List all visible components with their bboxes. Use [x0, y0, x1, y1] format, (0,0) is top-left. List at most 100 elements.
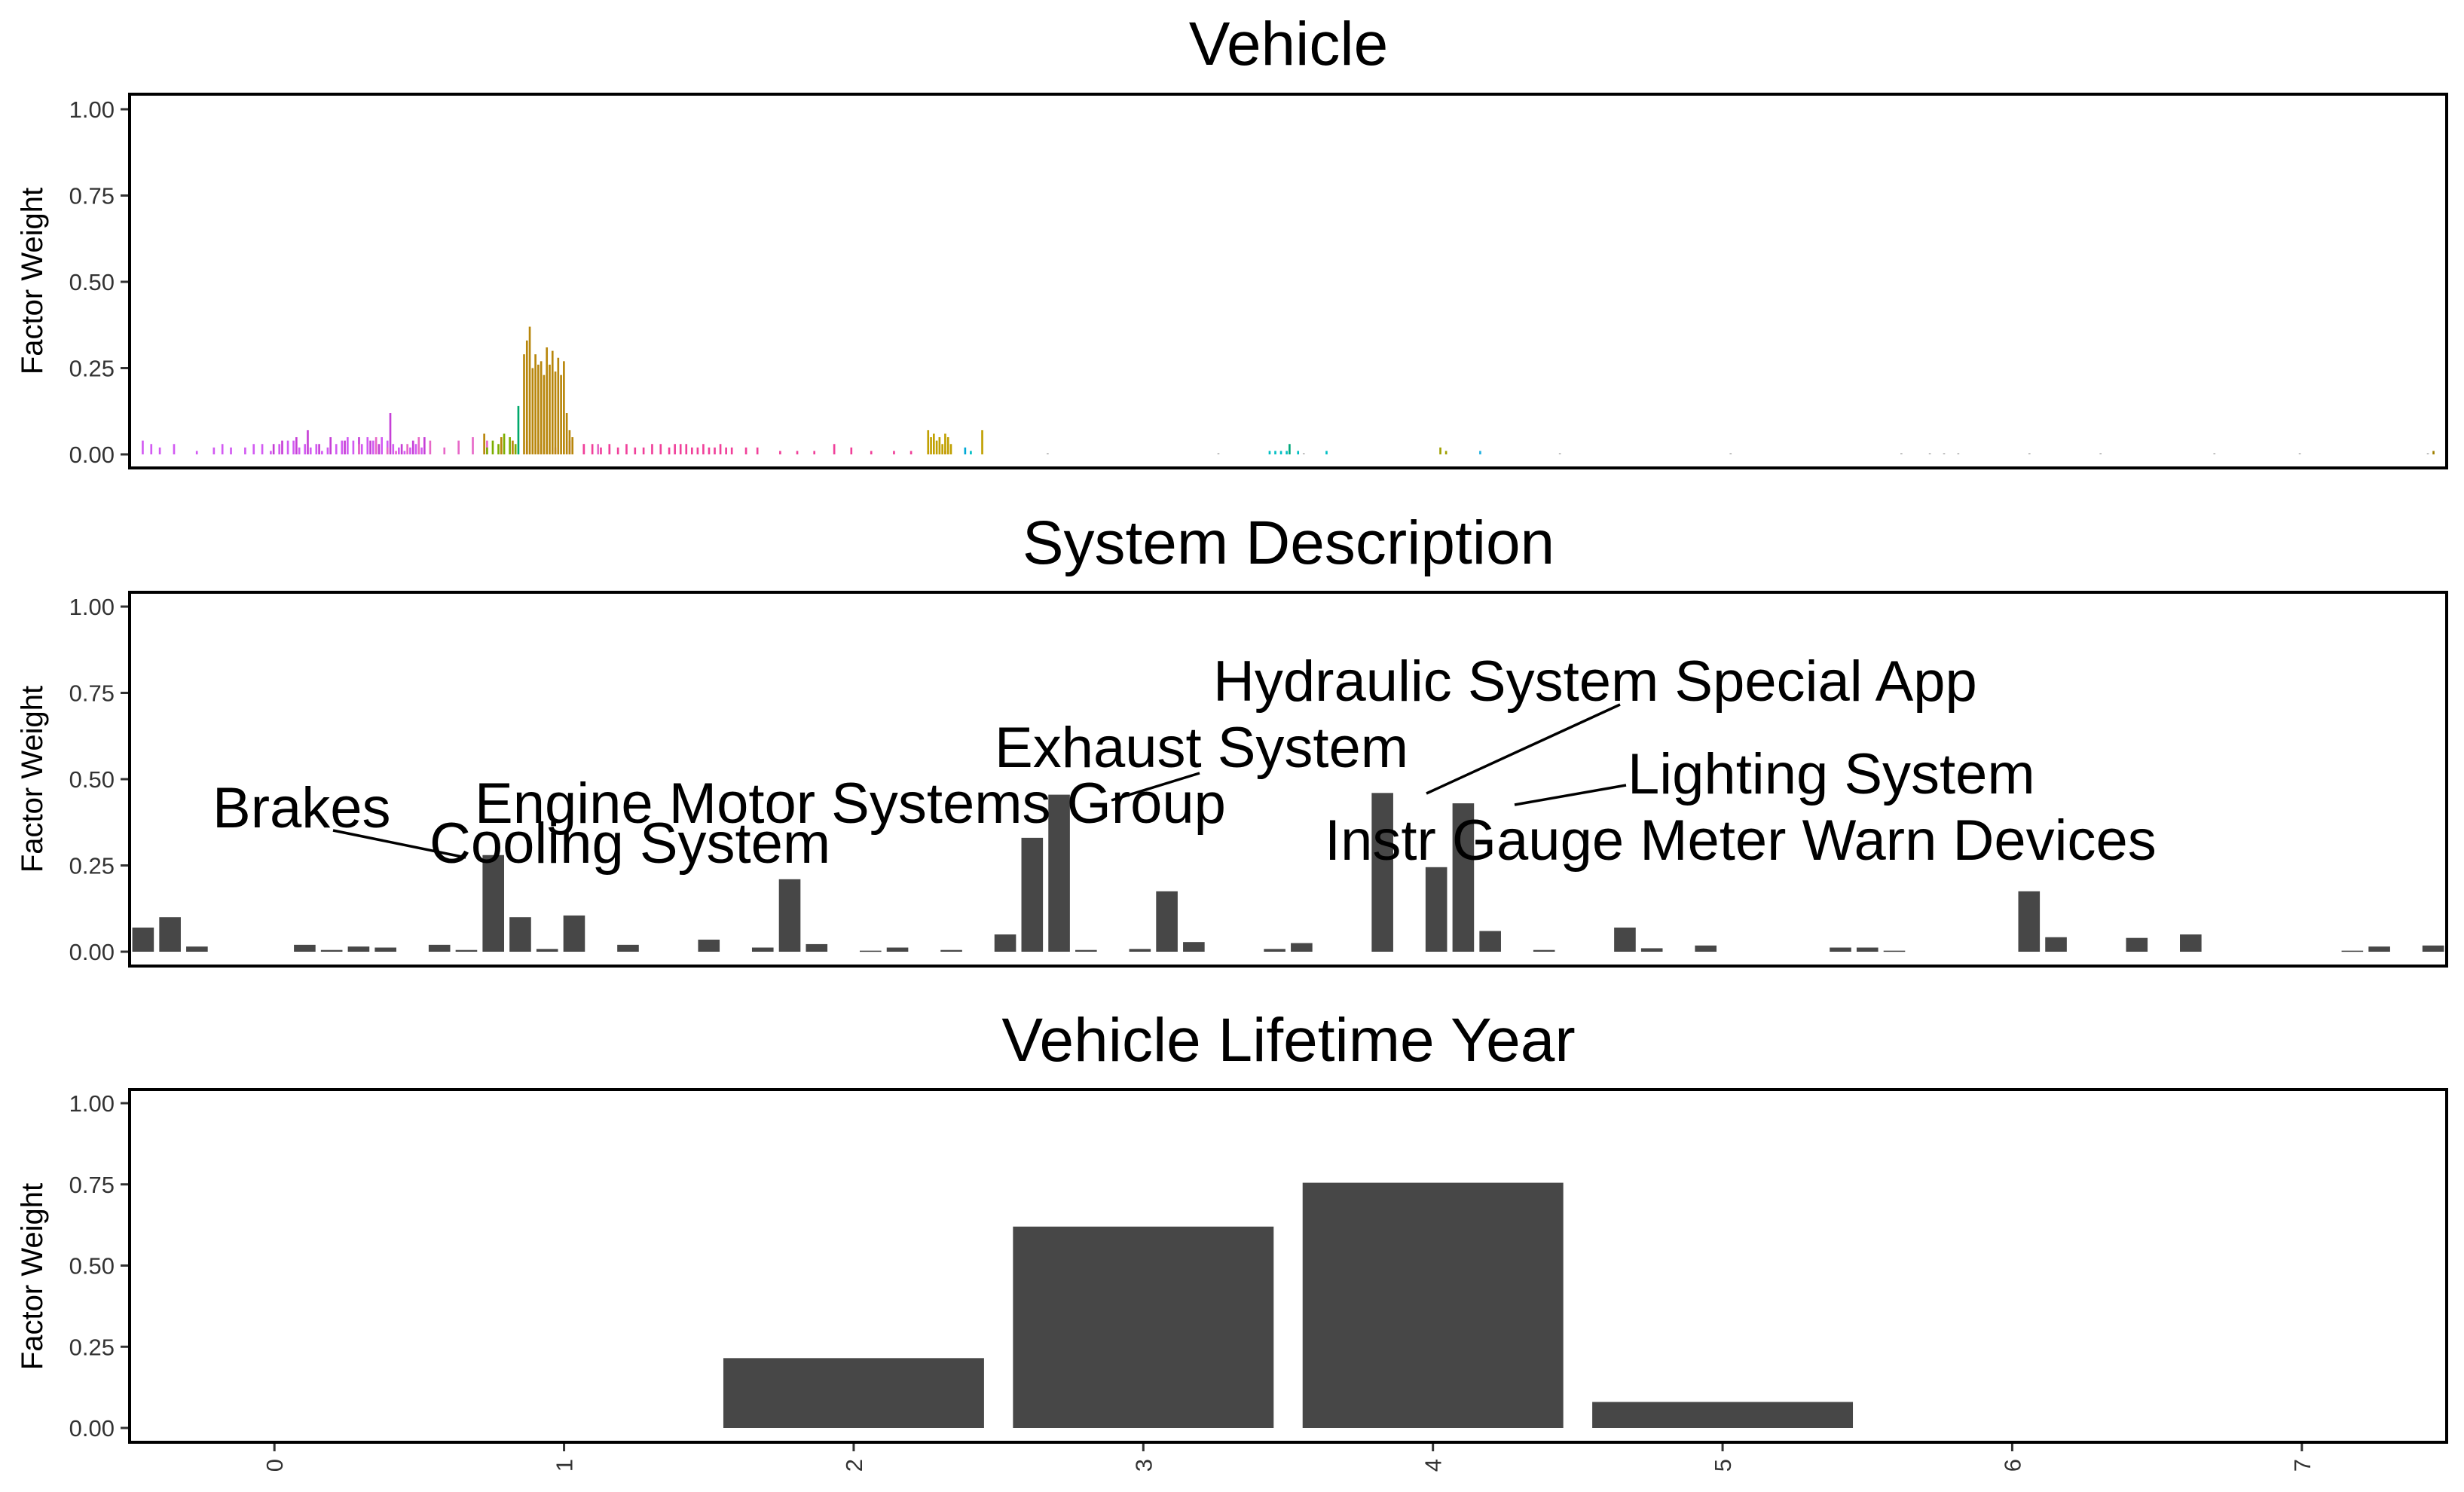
system-description-bar: [1264, 949, 1285, 952]
vehicle-bar: [386, 447, 389, 454]
vehicle-bar: [685, 444, 688, 454]
system-description-bar: [1695, 945, 1717, 952]
exhaust-system-leader-line: [1111, 772, 1200, 802]
vehicle-bar: [491, 440, 494, 454]
y-tick-label: 1.00: [69, 96, 115, 123]
vehicle-bar: [304, 444, 307, 454]
vehicle-bar: [378, 444, 381, 454]
y-tick-label: 0.50: [69, 1253, 115, 1280]
vehicle-bar: [642, 447, 645, 454]
system-description-bar: [859, 950, 882, 952]
system-description-bar: [751, 947, 774, 952]
annotation-leader-lines: [332, 703, 1627, 859]
vehicle-y-axis-label: Factor Weight: [16, 188, 49, 375]
annotation-instr-gauge-meter-warn-devices: Instr Gauge Meter Warn Devices: [1325, 809, 2157, 873]
vehicle-bar: [472, 437, 474, 454]
vehicle-bar: [244, 447, 246, 454]
vehicle-bar: [674, 444, 676, 454]
vehicle-bar: [744, 447, 747, 454]
system-description-bar: [2180, 934, 2202, 952]
y-tick-label: 1.00: [69, 594, 115, 620]
vehicle-bar: [173, 444, 176, 454]
vehicle-bar: [252, 444, 255, 454]
system-description-bar: [374, 947, 396, 952]
vehicle-bar: [1900, 453, 1903, 454]
vehicle-bar: [1479, 451, 1481, 454]
x-tick-label: 2: [841, 1459, 867, 1472]
vehicle-bar: [486, 440, 488, 454]
system-description-bar: [1156, 891, 1178, 952]
system-description-bar: [617, 944, 639, 952]
vehicle-bar: [2298, 453, 2301, 454]
vehicle-bar: [381, 437, 383, 454]
x-tick-label: 1: [552, 1459, 578, 1472]
annotation-exhaust-system: Exhaust System: [995, 716, 1408, 780]
vehicle-lifetime-year-y-ticks: 0.00 0.25 0.50 0.75 1.00: [69, 1090, 130, 1442]
system-description-bars: [132, 793, 2444, 952]
vehicle-bar: [870, 451, 873, 454]
vehicle-bar: [517, 405, 520, 454]
system-description-panel: System Description Factor Weight 0.00 0.2…: [16, 509, 2448, 968]
vehicle-bar: [2028, 453, 2031, 454]
vehicle-bar: [2432, 451, 2435, 454]
vehicle-bar: [1285, 451, 1288, 454]
vehicle-lifetime-year-y-axis-label: Factor Weight: [16, 1183, 49, 1370]
vehicle-bar: [970, 451, 972, 454]
vehicle-bar: [668, 447, 671, 454]
y-tick-label: 0.50: [69, 269, 115, 295]
vehicle-bar: [690, 447, 693, 454]
y-tick-label: 0.50: [69, 766, 115, 793]
vehicle-bar: [537, 364, 540, 454]
lifetime-year-bar: [1013, 1226, 1274, 1428]
system-description-bar: [698, 939, 720, 952]
vehicle-bars: [142, 326, 2435, 454]
vehicle-bar: [608, 444, 611, 454]
vehicle-bar: [600, 447, 602, 454]
system-description-y-axis-label: Factor Weight: [16, 686, 49, 873]
y-tick-label: 0.25: [69, 853, 115, 879]
system-description-y-ticks: 0.00 0.25 0.50 0.75 1.00: [69, 594, 130, 965]
vehicle-bar: [634, 447, 637, 454]
vehicle-bar: [557, 357, 560, 454]
vehicle-bar: [352, 440, 355, 454]
vehicle-bar: [512, 440, 514, 454]
vehicle-bar: [813, 451, 816, 454]
vehicle-bar: [295, 437, 298, 454]
system-description-bar: [994, 934, 1016, 952]
vehicle-bar: [372, 440, 374, 454]
vehicle-bar: [551, 350, 554, 454]
vehicle-bar: [326, 447, 329, 454]
vehicle-bar: [307, 430, 309, 454]
vehicle-bar: [2213, 453, 2216, 454]
vehicle-bar: [503, 433, 506, 454]
system-description-bar: [1614, 927, 1636, 952]
y-tick-label: 0.25: [69, 356, 115, 382]
system-description-bar: [2368, 946, 2390, 952]
y-tick-label: 0.75: [69, 183, 115, 209]
system-description-bar: [1183, 942, 1205, 952]
vehicle-bar: [540, 361, 543, 454]
vehicle-bar: [1957, 453, 1960, 454]
vehicle-bar: [270, 451, 272, 454]
vehicle-bar: [429, 440, 432, 454]
vehicle-bar: [335, 444, 338, 454]
annotation-cooling-system: Cooling System: [430, 812, 830, 876]
system-description-bar: [1830, 947, 1851, 952]
vehicle-lifetime-year-panel-title: Vehicle Lifetime Year: [1001, 1006, 1575, 1075]
system-description-bar: [1371, 793, 1393, 952]
lighting-system-leader-line: [1514, 784, 1627, 806]
vehicle-bar: [1217, 453, 1220, 454]
vehicle-bar: [389, 413, 392, 454]
vehicle-bar: [560, 375, 562, 454]
vehicle-bar: [964, 447, 967, 454]
vehicle-bar: [142, 440, 144, 454]
vehicle-bar: [696, 447, 699, 454]
vehicle-bar: [935, 440, 938, 454]
vehicle-bar: [347, 437, 349, 454]
system-description-bar: [886, 947, 909, 952]
annotation-brakes: Brakes: [212, 776, 391, 840]
vehicle-bar: [531, 368, 534, 454]
vehicle-bar: [278, 444, 281, 454]
system-description-bar: [1856, 947, 1879, 952]
vehicle-lifetime-year-panel: Vehicle Lifetime Year Factor Weight 0.00…: [16, 1006, 2448, 1472]
